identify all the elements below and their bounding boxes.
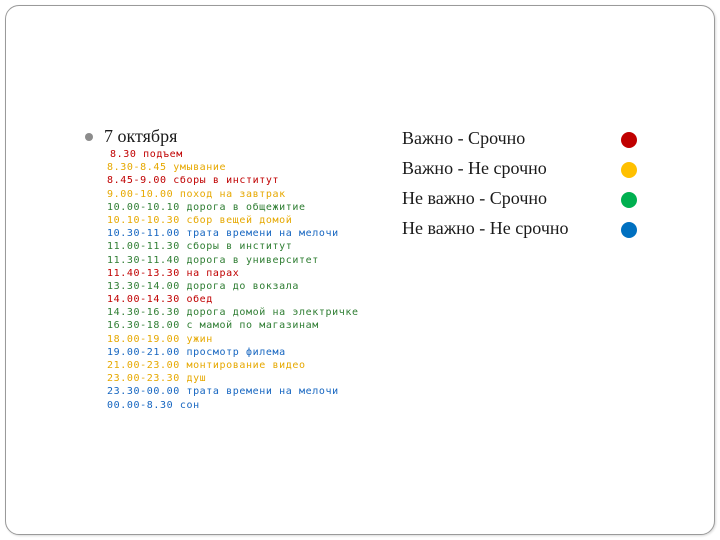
schedule-item: 14.00-14.30 обед [107, 294, 213, 306]
slide-title: 7 октября [104, 126, 178, 146]
title-row: 7 октября [85, 126, 177, 147]
schedule-item: 8.30 подъем [110, 149, 183, 160]
schedule-item: 9.00-10.00 поход на завтрак [107, 188, 286, 200]
schedule-item: 11.00-11.30 сборы в институт [107, 241, 293, 253]
schedule-item: 23.00-23.30 душ [107, 373, 207, 385]
schedule-item: 13.30-14.00 дорога до вокзала [107, 280, 299, 292]
legend-dot-icon [621, 132, 637, 148]
legend-dot-icon [621, 162, 637, 178]
schedule-item: 18.00-19.00 ужин [107, 333, 213, 345]
schedule-list: 8.30 подъем 8.30-8.45 умывание 8.45-9.00 с… [107, 148, 367, 412]
schedule-item: 8.30-8.45 умывание [107, 162, 227, 174]
schedule-item: 8.45-9.00 сборы в институт [107, 175, 280, 187]
schedule-item: 21.00-23.00 монтирование видео [107, 360, 306, 371]
legend: Важно - Срочно Важно - Не срочно Не важно … [402, 123, 569, 243]
schedule-item: 00.00-8.30 сон [107, 399, 200, 411]
legend-dot-icon [621, 192, 637, 208]
schedule-item: 10.10-10.30 сбор вещей домой [107, 214, 293, 226]
legend-dot-icon [621, 222, 637, 238]
schedule-item: 19.00-21.00 просмотр филема [107, 346, 286, 358]
schedule-item: 16.30-18.00 с мамой по магазинам [107, 320, 319, 332]
slide: 7 октября 8.30 подъем 8.30-8.45 умывание 8… [5, 5, 715, 535]
bullet-icon [85, 132, 93, 141]
schedule-item: 10.00-10.10 дорога в общежитие [107, 201, 306, 213]
legend-label: Важно - Не срочно [402, 158, 547, 178]
schedule-item: 11.40-13.30 на парах [107, 267, 240, 279]
legend-label: Важно - Срочно [402, 128, 526, 148]
schedule-item: 14.30-16.30 дорога домой на электричке [107, 307, 359, 319]
legend-label: Не важно - Не срочно [402, 218, 569, 238]
schedule-item: 11.30-11.40 дорога в университет [107, 254, 319, 266]
schedule-item: 10.30-11.00 трата времени на мелочи [107, 228, 339, 240]
legend-label: Не важно - Срочно [402, 188, 548, 208]
schedule-item: 23.30-00.00 трата времени на мелочи [107, 386, 339, 398]
